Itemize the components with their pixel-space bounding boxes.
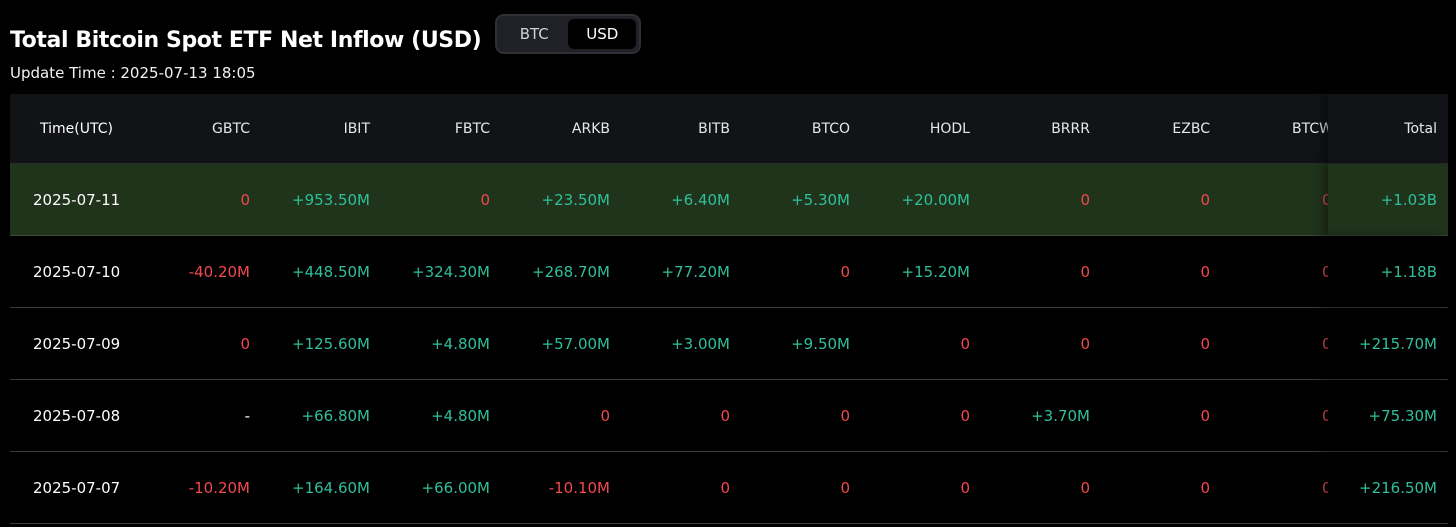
row-value-hodl: +15.20M [901, 262, 970, 281]
table-row[interactable]: 2025-07-10 -40.20M +448.50M +324.30M +268.70… [10, 236, 1448, 308]
table-header-row: Time(UTC) GBTC IBIT FBTC ARKB BITB BTCO HODL BRR… [10, 94, 1448, 164]
header: Total Bitcoin Spot ETF Net Inflow (USD) … [10, 14, 642, 54]
column-header-time[interactable]: Time(UTC) [40, 120, 113, 137]
row-value-bitb: +3.00M [671, 334, 730, 353]
row-value-arkb: +57.00M [541, 334, 610, 353]
inflow-table: Time(UTC) GBTC IBIT FBTC ARKB BITB BTCO HODL BRR… [10, 94, 1448, 527]
row-value-arkb: -10.10M [548, 478, 610, 497]
row-date: 2025-07-07 [33, 478, 121, 497]
column-header-bitb[interactable]: BITB [698, 120, 730, 137]
row-date: 2025-07-10 [33, 262, 121, 281]
table-row[interactable]: 2025-07-08- +66.80M +4.80M 0 0 0 0 +3.70M 0 0 +75.… [10, 380, 1448, 452]
row-value-gbtc: 0 [240, 334, 250, 353]
row-total: +1.18B [1328, 236, 1448, 307]
column-header-gbtc[interactable]: GBTC [212, 120, 250, 137]
table-row[interactable]: 2025-07-07 -10.20M +164.60M +66.00M -10.10M 0… [10, 452, 1448, 524]
column-header-hodl[interactable]: HODL [929, 120, 970, 137]
row-value-bitb: 0 [720, 478, 730, 497]
column-header-btcw[interactable]: BTCW [1292, 120, 1330, 137]
row-value-btco: 0 [840, 262, 850, 281]
row-value-brrr: 0 [1080, 190, 1090, 209]
update-time: Update Time : 2025-07-13 18:05 [10, 64, 256, 82]
row-value-btco: 0 [840, 406, 850, 425]
table-row[interactable]: 2025-07-09 0 +125.60M +4.80M +57.00M +3.00M +9… [10, 308, 1448, 380]
row-value-brrr: +3.70M [1031, 406, 1090, 425]
row-value-fbtc: +324.30M [412, 262, 490, 281]
row-value-ibit: +448.50M [292, 262, 370, 281]
toggle-btc-button[interactable]: BTC [519, 25, 549, 43]
row-value-ibit: +953.50M [292, 190, 370, 209]
row-value-bitb: +6.40M [671, 190, 730, 209]
row-value-fbtc: +66.00M [421, 478, 490, 497]
row-value-brrr: 0 [1080, 262, 1090, 281]
row-date: 2025-07-08 [33, 406, 121, 425]
row-value-btcw: 0 [1322, 406, 1330, 425]
row-value-ezbc: 0 [1200, 406, 1210, 425]
row-date: 2025-07-09 [33, 334, 121, 353]
row-value-ezbc: 0 [1200, 478, 1210, 497]
toggle-usd-button[interactable]: USD [568, 19, 637, 49]
row-value-btcw: 0 [1322, 334, 1330, 353]
row-value-btco: +9.50M [791, 334, 850, 353]
row-value-btco: 0 [840, 478, 850, 497]
column-header-arkb[interactable]: ARKB [571, 120, 610, 137]
row-value-gbtc: 0 [240, 190, 250, 209]
column-header-btco[interactable]: BTCO [811, 120, 850, 137]
row-value-btcw: 0 [1322, 262, 1330, 281]
row-value-fbtc: +4.80M [431, 334, 490, 353]
row-value-gbtc: -40.20M [188, 262, 250, 281]
column-header-ezbc[interactable]: EZBC [1172, 120, 1210, 137]
row-value-gbtc: -10.20M [188, 478, 250, 497]
row-value-hodl: +20.00M [901, 190, 970, 209]
row-date: 2025-07-11 [33, 190, 121, 209]
unit-toggle: BTC USD [495, 14, 642, 54]
row-value-arkb: +23.50M [541, 190, 610, 209]
row-value-brrr: 0 [1080, 478, 1090, 497]
row-total: +215.70M [1328, 308, 1448, 379]
row-value-hodl: 0 [960, 334, 970, 353]
column-header-fbtc[interactable]: FBTC [454, 120, 490, 137]
row-value-ibit: +66.80M [301, 406, 370, 425]
page-title: Total Bitcoin Spot ETF Net Inflow (USD) [10, 28, 482, 53]
row-value-arkb: 0 [600, 406, 610, 425]
column-header-total[interactable]: Total [1328, 94, 1448, 163]
table-row[interactable]: 2025-07-11 0 +953.50M 0 +23.50M +6.40M +5.30M +… [10, 164, 1448, 236]
row-value-ibit: +125.60M [292, 334, 370, 353]
row-total: +75.30M [1328, 380, 1448, 451]
row-value-ibit: +164.60M [292, 478, 370, 497]
row-value-bitb: +77.20M [661, 262, 730, 281]
row-value-ezbc: 0 [1200, 334, 1210, 353]
row-value-hodl: 0 [960, 406, 970, 425]
row-value-gbtc: - [244, 406, 250, 425]
row-value-brrr: 0 [1080, 334, 1090, 353]
row-value-fbtc: +4.80M [431, 406, 490, 425]
column-header-ibit[interactable]: IBIT [343, 120, 370, 137]
row-value-hodl: 0 [960, 478, 970, 497]
row-value-ezbc: 0 [1200, 262, 1210, 281]
row-total: +1.03B [1328, 164, 1448, 235]
row-value-arkb: +268.70M [532, 262, 610, 281]
row-total: +216.50M [1328, 452, 1448, 523]
column-header-brrr[interactable]: BRRR [1051, 120, 1090, 137]
row-value-fbtc: 0 [480, 190, 490, 209]
row-value-btcw: 0 [1322, 478, 1330, 497]
row-value-btcw: 0 [1322, 190, 1330, 209]
row-value-bitb: 0 [720, 406, 730, 425]
row-value-btco: +5.30M [791, 190, 850, 209]
row-value-ezbc: 0 [1200, 190, 1210, 209]
